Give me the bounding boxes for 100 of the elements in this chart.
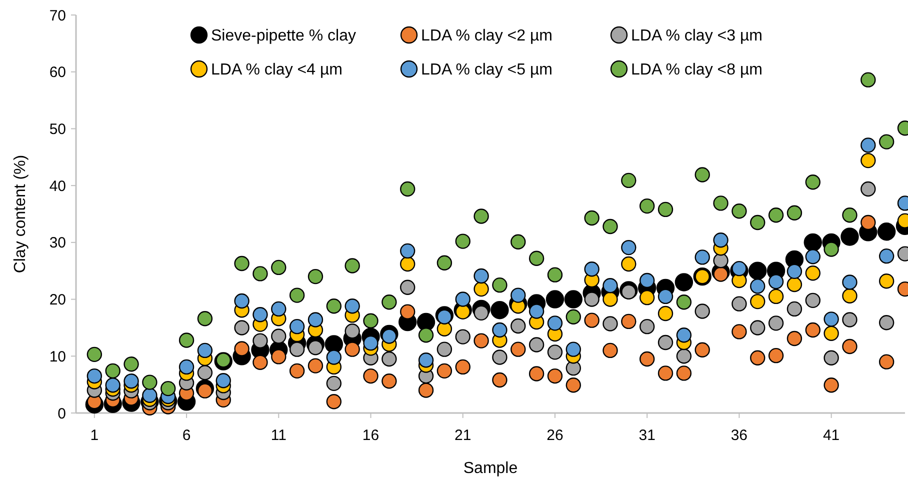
point: [492, 277, 508, 293]
point: [436, 363, 452, 379]
point: [602, 218, 618, 234]
point: [400, 304, 416, 320]
point: [400, 243, 416, 259]
point: [584, 312, 600, 328]
x-tick-label: 16: [362, 427, 380, 444]
point: [824, 350, 839, 366]
point: [713, 253, 728, 268]
y-tick-label: 60: [49, 64, 66, 82]
point: [382, 374, 397, 389]
point: [271, 349, 286, 364]
point: [786, 301, 802, 317]
point: [768, 208, 784, 223]
point: [713, 232, 728, 248]
point: [474, 281, 489, 297]
point: [713, 196, 728, 211]
point: [566, 342, 581, 357]
point: [271, 328, 286, 344]
point: [547, 368, 563, 384]
point: [105, 363, 120, 379]
point: [658, 366, 674, 381]
point: [804, 233, 822, 252]
point: [824, 378, 839, 393]
point: [490, 300, 509, 320]
point: [824, 326, 839, 341]
legend-label: LDA % clay <3 µm: [631, 28, 762, 45]
point: [234, 341, 250, 356]
point: [289, 318, 305, 334]
x-tick-label: 26: [546, 427, 564, 444]
point: [768, 288, 784, 304]
point: [768, 316, 784, 331]
point: [436, 255, 452, 270]
point: [732, 260, 747, 276]
point: [474, 268, 489, 284]
point: [658, 306, 674, 322]
point: [602, 292, 618, 307]
y-axis-title: Clay content (%): [12, 154, 29, 274]
point: [326, 376, 342, 392]
x-tick-label: 11: [270, 427, 286, 444]
point: [234, 256, 250, 272]
point: [436, 309, 452, 325]
point: [878, 248, 894, 264]
point: [474, 305, 489, 321]
point: [621, 314, 636, 330]
point: [178, 332, 194, 348]
legend-label: LDA % clay <5 µm: [421, 62, 552, 79]
point: [786, 276, 802, 292]
point: [382, 351, 397, 367]
point: [694, 250, 710, 265]
point: [639, 290, 655, 306]
x-tick-label: 1: [90, 427, 99, 444]
point: [878, 134, 894, 150]
point: [878, 273, 894, 289]
point: [308, 340, 324, 356]
point: [326, 394, 342, 410]
point: [528, 337, 544, 352]
point: [748, 262, 767, 280]
point: [252, 333, 268, 348]
point: [860, 152, 876, 168]
point: [455, 292, 470, 307]
point: [584, 262, 600, 277]
point: [344, 342, 360, 357]
point: [308, 312, 324, 328]
point: [805, 249, 820, 264]
point: [878, 314, 894, 330]
legend-label: LDA % clay <8 µm: [631, 62, 762, 79]
point: [382, 328, 397, 344]
point: [289, 342, 305, 357]
point: [86, 368, 102, 384]
point: [658, 334, 674, 350]
x-tick-label: 31: [638, 427, 656, 444]
point: [713, 266, 728, 282]
point: [602, 316, 618, 332]
y-tick-label: 40: [49, 178, 66, 195]
point: [400, 280, 416, 295]
point: [842, 274, 858, 290]
point: [639, 198, 655, 214]
point: [492, 322, 508, 338]
point: [289, 288, 305, 303]
point: [418, 328, 434, 343]
point: [750, 350, 766, 366]
point: [326, 298, 342, 314]
point: [142, 374, 158, 390]
point: [455, 359, 470, 375]
point: [639, 272, 655, 288]
point: [546, 290, 564, 308]
point: [455, 234, 470, 249]
point: [824, 242, 839, 257]
x-axis-title: Sample: [463, 460, 518, 477]
y-tick-label: 50: [49, 120, 66, 138]
point: [658, 202, 674, 218]
point: [750, 278, 766, 294]
point: [732, 324, 747, 340]
point: [197, 383, 213, 398]
point: [344, 324, 360, 339]
legend-label: LDA % clay <2 µm: [421, 28, 552, 45]
point: [528, 250, 544, 266]
point: [252, 307, 268, 322]
legend-label: LDA % clay <4 µm: [211, 62, 342, 79]
